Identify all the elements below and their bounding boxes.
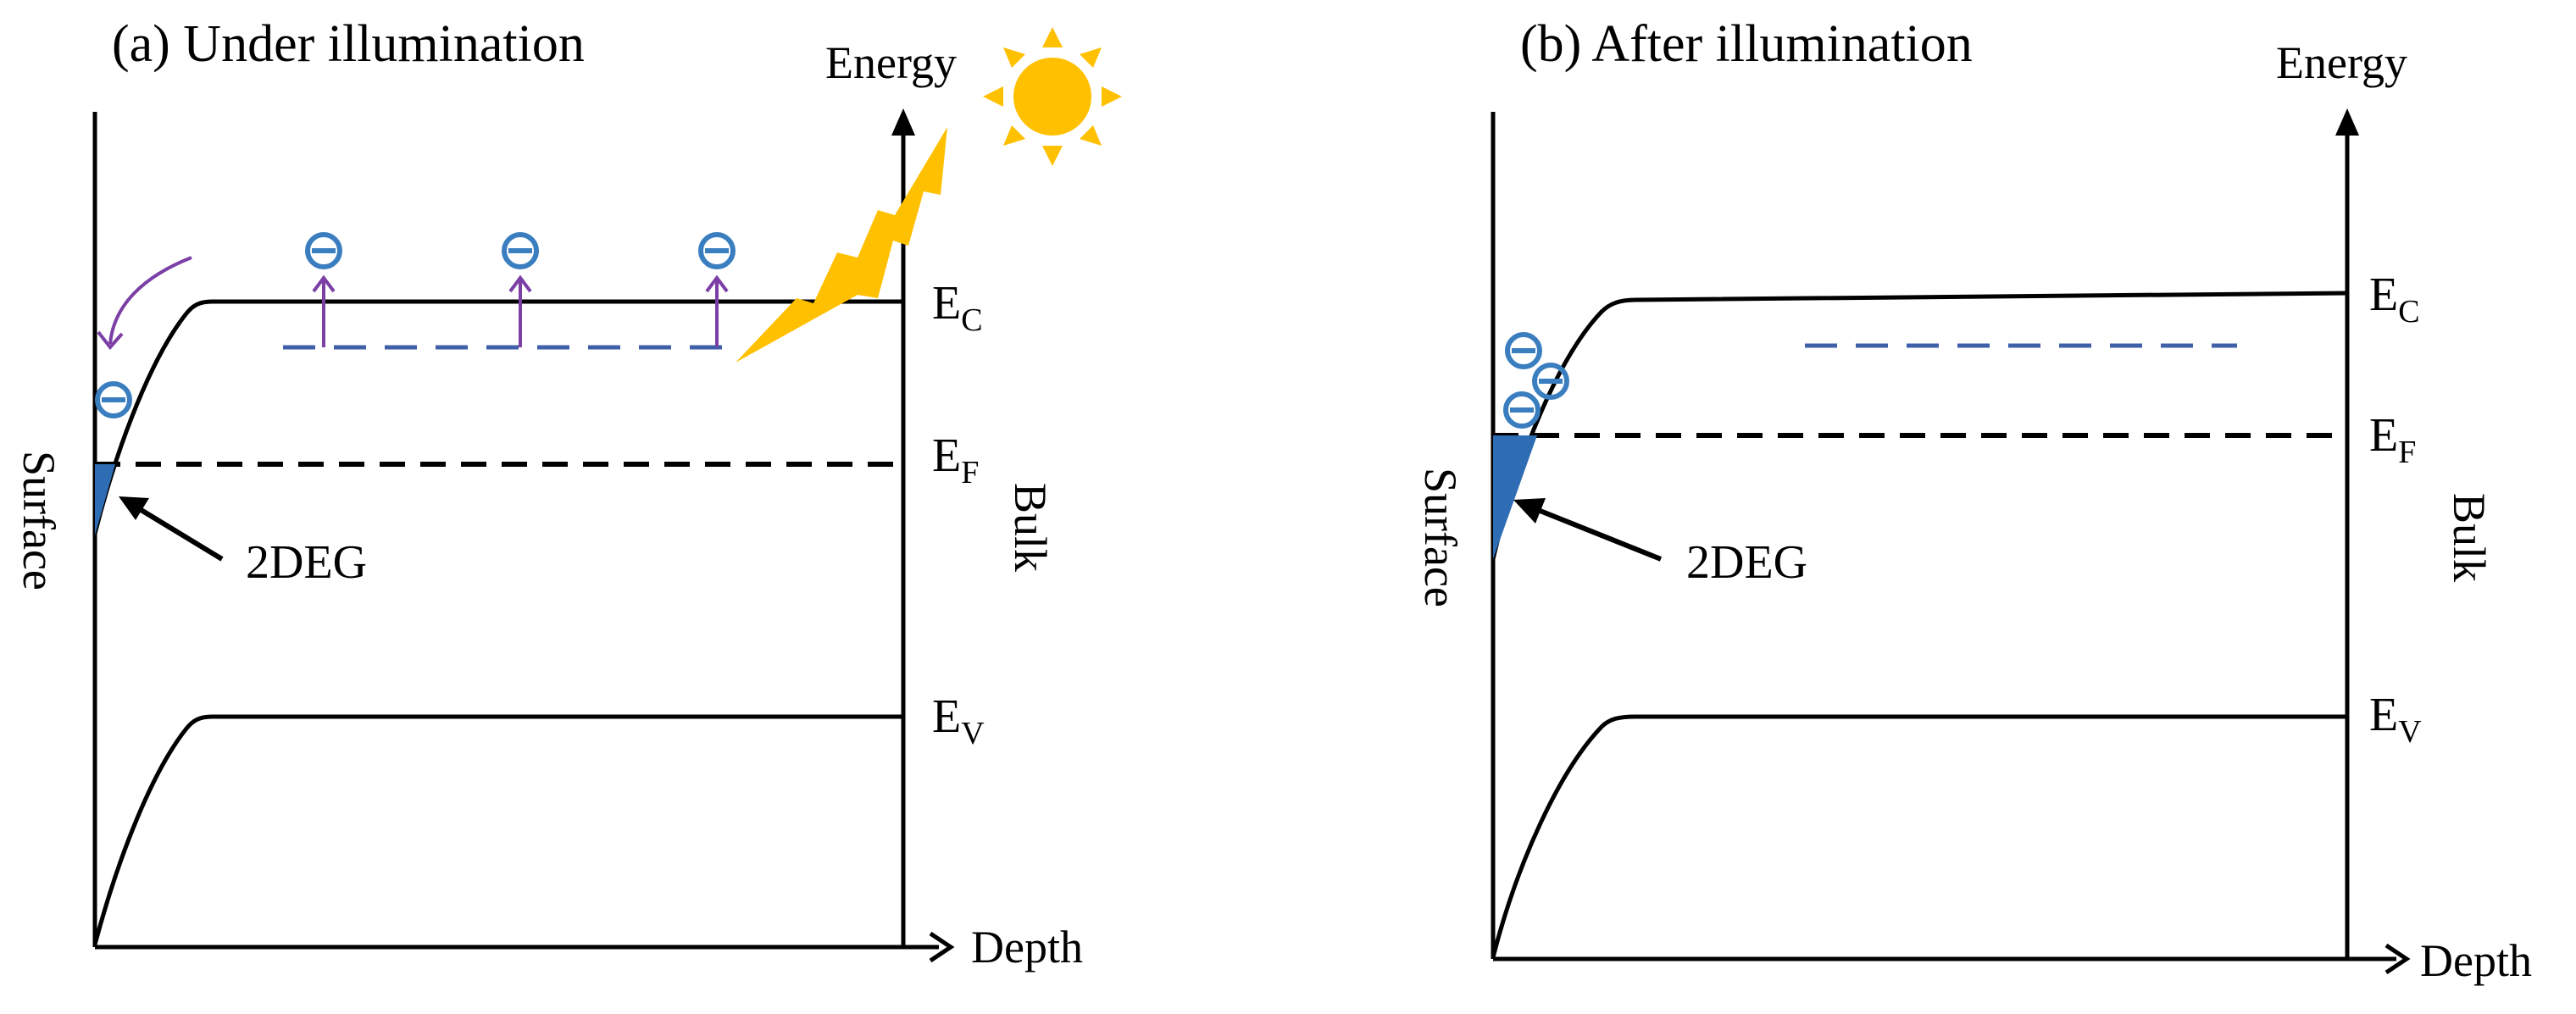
- panel-a-ec-label: EC: [932, 277, 983, 338]
- panel-a-depth-axis-arrowhead: [929, 931, 955, 963]
- panel-a-valence-band: [92, 714, 903, 945]
- panel-a: (a) Under illumination Energy Depth 2DEG…: [14, 15, 1122, 972]
- panel-b-ev-label: EV: [2369, 689, 2422, 750]
- panel-a-ef-label: EF: [932, 429, 979, 490]
- panel-b-2deg-arrow: [1524, 502, 1663, 562]
- panel-b-conduction-band: [1491, 291, 2348, 560]
- electron-icon: [1532, 363, 1569, 400]
- electron-icon: [502, 232, 539, 269]
- panel-a-surface-label: Surface: [14, 451, 64, 590]
- panel-b: (b) After illumination Energy Depth 2DEG…: [1415, 15, 2532, 986]
- panel-a-energy-label: Energy: [825, 37, 957, 88]
- panel-b-energy-axis-arrowhead: [2335, 108, 2359, 136]
- lightning-bolt-icon: [736, 127, 947, 363]
- panel-b-2deg-label: 2DEG: [1686, 536, 1807, 589]
- electron-icon: [305, 232, 342, 269]
- panel-b-2deg-arrowhead: [1513, 498, 1546, 524]
- panel-a-excitation-arrows: [312, 274, 729, 347]
- electron-icon: [1503, 391, 1541, 429]
- panel-b-valence-band: [1491, 714, 2347, 958]
- panel-a-energy-axis-arrowhead: [891, 108, 915, 136]
- panel-a-transfer-arrowhead: [97, 330, 124, 351]
- panel-a-depth-label: Depth: [971, 922, 1083, 972]
- electron-icon: [95, 381, 132, 418]
- panel-a-2deg-arrow: [125, 499, 224, 562]
- panel-b-depth-label: Depth: [2420, 935, 2532, 986]
- panel-b-bulk-label: Bulk: [2444, 493, 2495, 582]
- panel-b-ef-label: EF: [2369, 409, 2416, 470]
- panel-b-2deg-region: [1493, 435, 1537, 559]
- electron-icon: [698, 232, 736, 269]
- panel-b-title: (b) After illumination: [1520, 15, 1973, 73]
- panel-b-surface-label: Surface: [1415, 468, 1466, 607]
- panel-b-depth-axis-arrowhead: [2384, 943, 2411, 975]
- panel-a-bulk-label: Bulk: [1005, 483, 1056, 572]
- panel-a-2deg-region: [95, 464, 115, 535]
- panel-a-2deg-arrowhead: [119, 496, 149, 520]
- panel-a-2deg-label: 2DEG: [246, 536, 367, 589]
- electron-icon: [1505, 332, 1542, 369]
- panel-a-ev-label: EV: [932, 690, 985, 751]
- panel-a-title: (a) Under illumination: [112, 15, 585, 73]
- panel-b-ec-label: EC: [2369, 269, 2420, 330]
- panel-a-transfer-arrow: [108, 256, 192, 345]
- sun-icon: [983, 27, 1122, 166]
- panel-b-energy-label: Energy: [2276, 37, 2407, 88]
